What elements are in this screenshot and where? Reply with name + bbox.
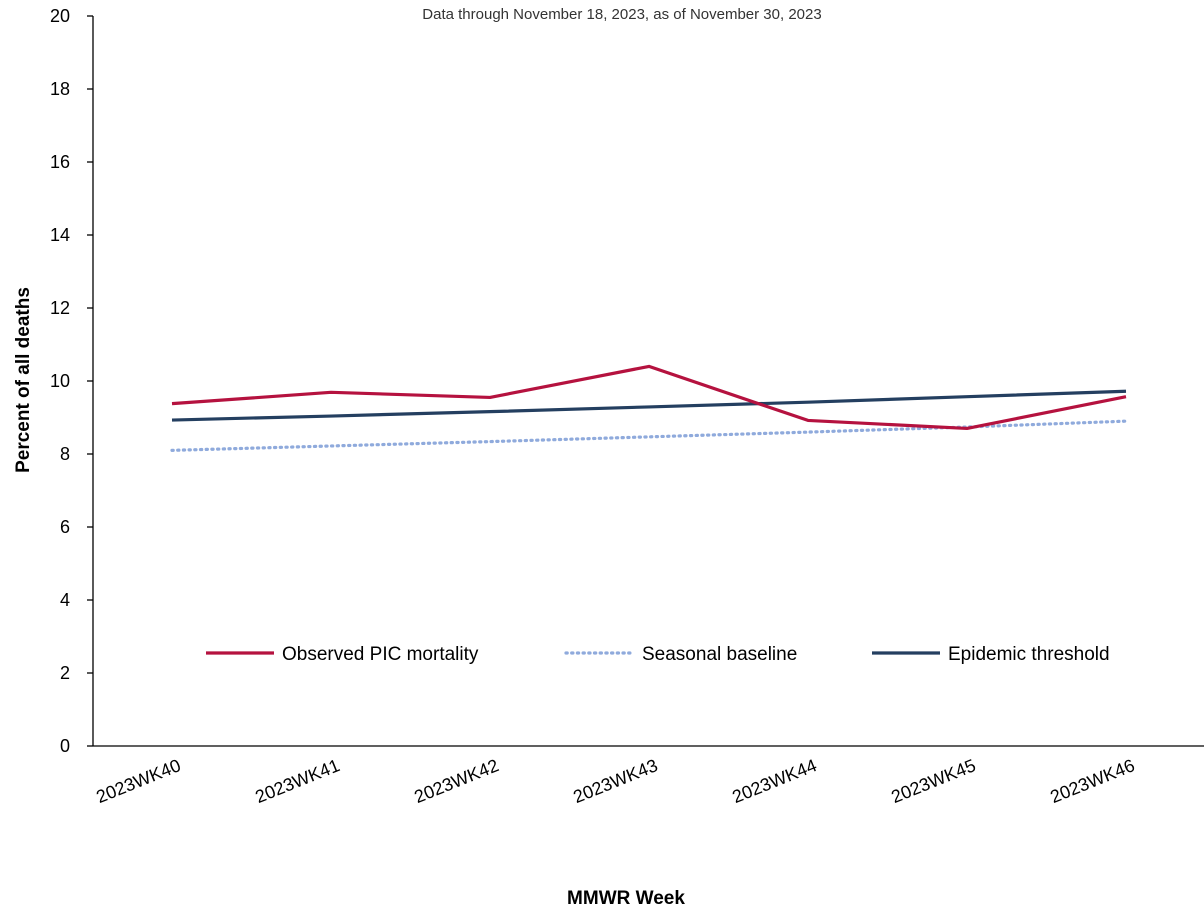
chart-subtitle: Data through November 18, 2023, as of No… <box>422 6 821 23</box>
y-tick-label: 4 <box>60 590 70 610</box>
y-tick-label: 18 <box>50 79 70 99</box>
y-tick-label: 16 <box>50 152 70 172</box>
y-tick-label: 6 <box>60 517 70 537</box>
y-tick-label: 10 <box>50 371 70 391</box>
series-layer <box>170 364 1128 452</box>
y-axis: 0 2 4 6 8 10 12 14 16 18 20 <box>50 6 94 756</box>
y-tick-label: 20 <box>50 6 70 26</box>
x-tick-label: 2023WK44 <box>729 755 819 807</box>
x-tick-label: 2023WK41 <box>252 755 342 807</box>
x-axis: 2023WK40 2023WK41 2023WK42 2023WK43 2023WK44… <box>93 745 1204 807</box>
y-tick-label: 0 <box>60 736 70 756</box>
x-tick-label: 2023WK46 <box>1047 755 1137 807</box>
x-tick-label: 2023WK43 <box>570 755 660 807</box>
legend-label-0: Observed PIC mortality <box>282 644 479 665</box>
y-tick-label: 12 <box>50 298 70 318</box>
x-axis-title: MMWR Week <box>567 888 685 909</box>
x-tick-label: 2023WK45 <box>888 755 978 807</box>
y-tick-label: 2 <box>60 663 70 683</box>
y-axis-title: Percent of all deaths <box>13 287 34 473</box>
legend-label-2: Epidemic threshold <box>948 644 1110 665</box>
legend-label-1: Seasonal baseline <box>642 644 797 665</box>
y-tick-label: 14 <box>50 225 70 245</box>
y-tick-label: 8 <box>60 444 70 464</box>
x-tick-label: 2023WK40 <box>93 755 183 807</box>
series-line-2 <box>171 389 1127 422</box>
legend: Observed PIC mortality Seasonal baseline E… <box>206 644 1110 665</box>
x-tick-label: 2023WK42 <box>411 755 501 807</box>
